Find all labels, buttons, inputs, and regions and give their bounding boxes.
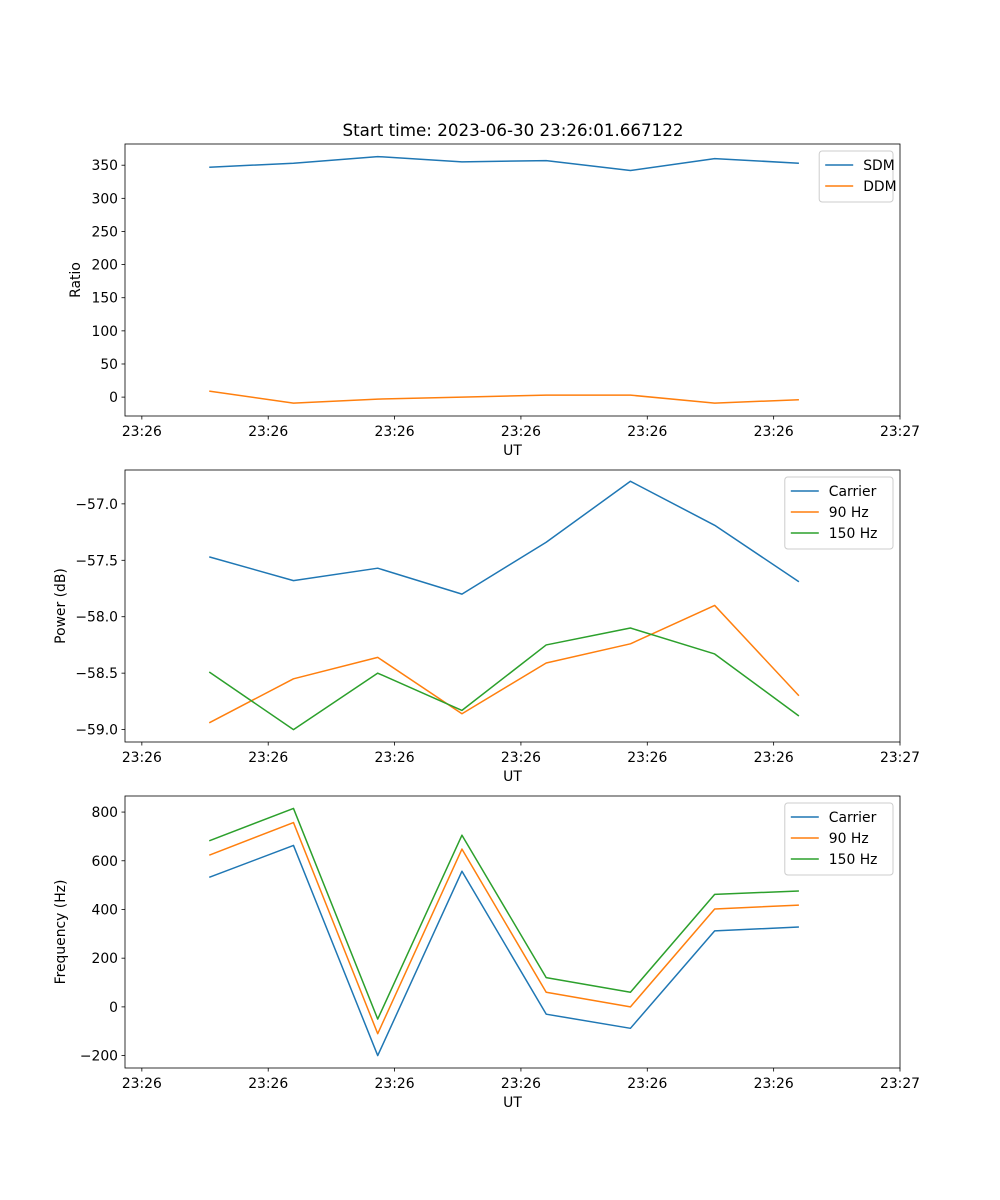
- x-tick-label: 23:26: [501, 750, 541, 766]
- x-axis-label: UT: [503, 443, 522, 459]
- x-tick-label: 23:26: [248, 750, 288, 766]
- panel-3: 23:26 23:26 23:26 23:26 23:26 23:26 23:27 −200 0…: [53, 795, 920, 1111]
- x-tick-label: 23:26: [627, 1076, 667, 1092]
- legend: Carrier 90 Hz 150 Hz: [784, 802, 894, 876]
- axes-frame: [124, 469, 901, 743]
- legend-label-150-hz: 150 Hz: [829, 526, 878, 542]
- x-tick-label: 23:26: [122, 1076, 162, 1092]
- axes-frame: [124, 143, 901, 417]
- legend-box: [784, 476, 894, 550]
- legend-box: [818, 150, 894, 203]
- y-tick-label: 400: [91, 902, 118, 918]
- legend-label-150-hz: 150 Hz: [829, 852, 878, 868]
- y-tick-label: −57.5: [75, 553, 118, 569]
- chart-panels: 23:26 23:26 23:26 23:26 23:26 23:26 23:27 0 50 10…: [53, 143, 920, 1111]
- series-line-sdm: [209, 155, 799, 172]
- x-axis-label: UT: [503, 1095, 522, 1111]
- series-line-carrier: [209, 480, 800, 595]
- legend-label-ddm: DDM: [863, 179, 896, 195]
- y-tick-label: 0: [109, 1000, 118, 1016]
- x-tick-label: 23:26: [375, 1076, 415, 1092]
- legend: SDM DDM: [818, 150, 897, 203]
- x-tick-label: 23:26: [754, 424, 794, 440]
- y-tick-label: 800: [91, 805, 118, 821]
- x-tick-label: 23:27: [880, 1076, 920, 1092]
- x-tick-label: 23:26: [375, 750, 415, 766]
- panel-1: 23:26 23:26 23:26 23:26 23:26 23:26 23:27 0 50 10…: [68, 143, 920, 459]
- legend-label-90-hz: 90 Hz: [829, 505, 869, 521]
- y-tick-label: −58.5: [75, 666, 118, 682]
- x-tick-label: 23:26: [754, 750, 794, 766]
- y-tick-label: 200: [91, 258, 118, 274]
- y-tick-label: 50: [100, 357, 118, 373]
- panel-2: 23:26 23:26 23:26 23:26 23:26 23:26 23:27 −59.0…: [53, 469, 920, 785]
- x-tick-label: 23:26: [501, 424, 541, 440]
- x-tick-label: 23:26: [627, 424, 667, 440]
- x-tick-label: 23:26: [122, 750, 162, 766]
- legend: Carrier 90 Hz 150 Hz: [784, 476, 894, 550]
- series-line-90-hz: [208, 604, 800, 724]
- x-tick-label: 23:26: [754, 1076, 794, 1092]
- legend-label-sdm: SDM: [863, 158, 895, 174]
- series-line-150-hz: [208, 807, 799, 1020]
- series-line-90-hz: [208, 821, 799, 1035]
- series-line-150-hz: [208, 627, 800, 731]
- legend-label-carrier: Carrier: [829, 810, 877, 826]
- y-tick-label: 0: [109, 390, 118, 406]
- x-tick-label: 23:26: [248, 424, 288, 440]
- y-tick-label: 300: [91, 191, 118, 207]
- y-tick-label: 150: [91, 291, 118, 307]
- y-tick-label: 250: [91, 224, 118, 240]
- x-axis-label: UT: [503, 769, 522, 785]
- x-tick-label: 23:26: [248, 1076, 288, 1092]
- y-tick-label: 350: [91, 158, 118, 174]
- y-axis-label: Frequency (Hz): [53, 880, 69, 985]
- x-tick-label: 23:26: [375, 424, 415, 440]
- x-tick-label: 23:27: [880, 750, 920, 766]
- y-tick-label: −57.0: [75, 497, 118, 513]
- axes-frame: [124, 795, 901, 1069]
- y-axis-label: Ratio: [68, 262, 84, 298]
- legend-label-carrier: Carrier: [829, 484, 877, 500]
- legend-box: [784, 802, 894, 876]
- series-line-ddm: [209, 390, 799, 404]
- y-tick-label: −200: [80, 1049, 118, 1065]
- y-tick-label: −59.0: [75, 723, 118, 739]
- x-tick-label: 23:26: [501, 1076, 541, 1092]
- legend-label-90-hz: 90 Hz: [829, 831, 869, 847]
- y-tick-label: −58.0: [75, 610, 118, 626]
- y-tick-label: 100: [91, 324, 118, 340]
- y-axis-label: Power (dB): [53, 568, 69, 644]
- series-line-carrier: [208, 844, 799, 1057]
- y-tick-label: 200: [91, 951, 118, 967]
- figure-title: Start time: 2023-06-30 23:26:01.667122: [343, 120, 684, 140]
- y-tick-label: 600: [91, 854, 118, 870]
- x-tick-label: 23:26: [122, 424, 162, 440]
- x-tick-label: 23:26: [627, 750, 667, 766]
- x-tick-label: 23:27: [880, 424, 920, 440]
